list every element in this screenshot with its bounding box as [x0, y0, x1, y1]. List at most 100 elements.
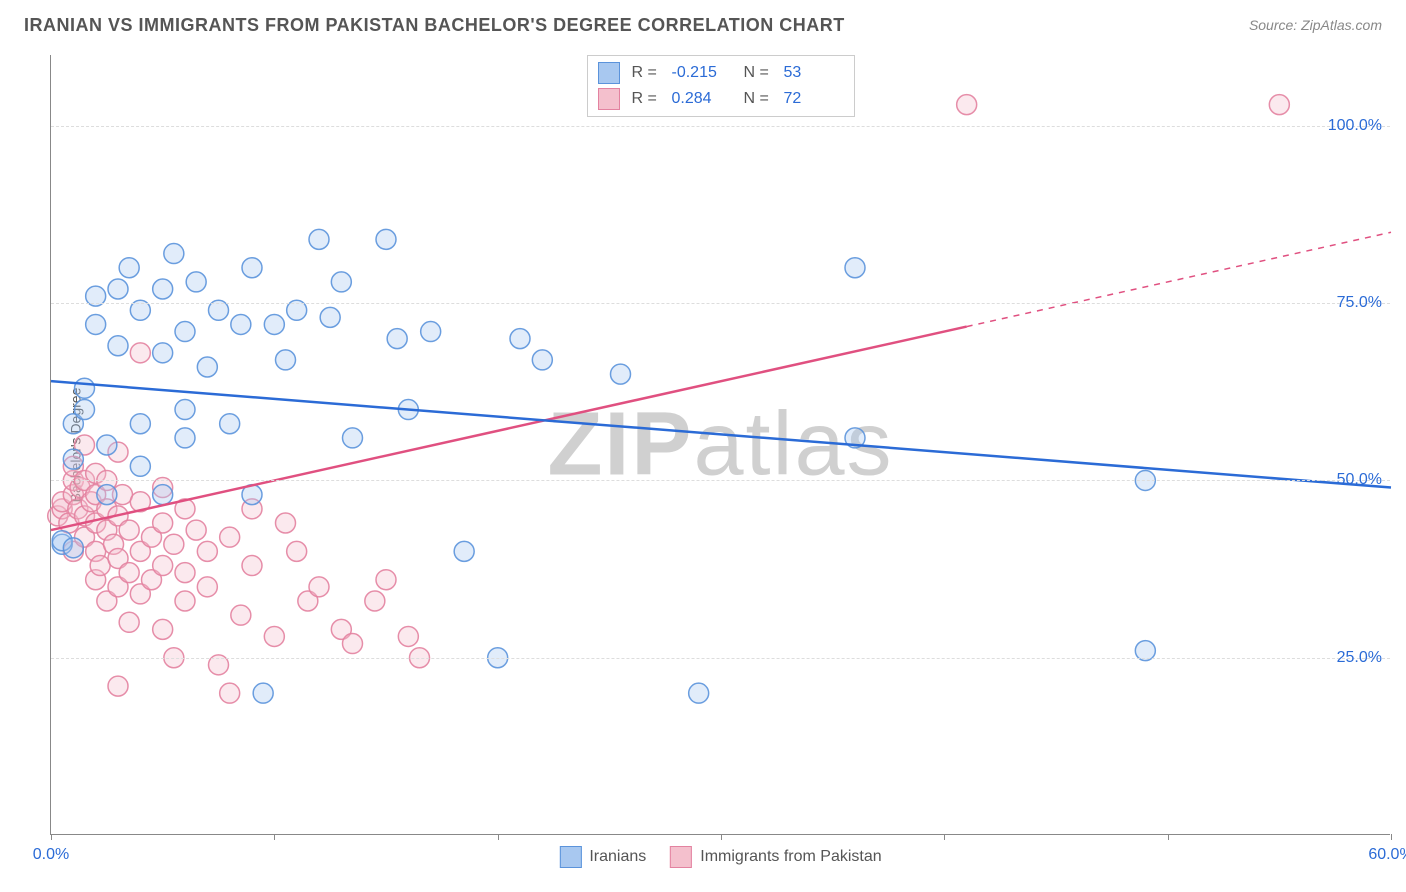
data-point	[108, 336, 128, 356]
data-point	[365, 591, 385, 611]
legend-label-pakistan: Immigrants from Pakistan	[700, 848, 881, 866]
data-point	[197, 577, 217, 597]
swatch-iranians	[559, 846, 581, 868]
legend-item-pakistan: Immigrants from Pakistan	[670, 846, 881, 868]
data-point	[75, 378, 95, 398]
plot-container: Bachelor's Degree ZIPatlas R = -0.215 N …	[50, 55, 1390, 835]
scatter-svg	[51, 55, 1391, 835]
n-label: N =	[744, 90, 772, 108]
data-point	[253, 683, 273, 703]
n-label: N =	[744, 64, 772, 82]
r-label: R =	[632, 90, 660, 108]
data-point	[175, 591, 195, 611]
n-value-pakistan: 72	[784, 90, 844, 108]
data-point	[845, 258, 865, 278]
data-point	[197, 541, 217, 561]
data-point	[130, 456, 150, 476]
gridline	[51, 303, 1390, 304]
data-point	[175, 400, 195, 420]
n-value-iranians: 53	[784, 64, 844, 82]
data-point	[320, 307, 340, 327]
data-point	[309, 229, 329, 249]
x-tick	[721, 834, 722, 840]
data-point	[164, 534, 184, 554]
data-point	[86, 314, 106, 334]
legend-row-iranians: R = -0.215 N = 53	[598, 60, 844, 86]
legend-item-iranians: Iranians	[559, 846, 646, 868]
data-point	[108, 279, 128, 299]
data-point	[376, 229, 396, 249]
data-point	[220, 414, 240, 434]
data-point	[186, 272, 206, 292]
data-point	[108, 676, 128, 696]
swatch-iranians	[598, 62, 620, 84]
x-tick-label: 60.0%	[1368, 846, 1406, 864]
swatch-pakistan	[670, 846, 692, 868]
chart-title: IRANIAN VS IMMIGRANTS FROM PAKISTAN BACH…	[24, 15, 845, 36]
x-tick	[1168, 834, 1169, 840]
legend-label-iranians: Iranians	[589, 848, 646, 866]
y-tick-label: 100.0%	[1328, 117, 1382, 135]
data-point	[175, 322, 195, 342]
data-point	[231, 605, 251, 625]
data-point	[343, 634, 363, 654]
data-point	[376, 570, 396, 590]
data-point	[309, 577, 329, 597]
x-tick	[944, 834, 945, 840]
data-point	[532, 350, 552, 370]
data-point	[153, 343, 173, 363]
data-point	[276, 513, 296, 533]
data-point	[331, 272, 351, 292]
data-point	[454, 541, 474, 561]
data-point	[1269, 95, 1289, 115]
data-point	[231, 314, 251, 334]
data-point	[63, 449, 83, 469]
data-point	[957, 95, 977, 115]
x-tick	[51, 834, 52, 840]
data-point	[510, 329, 530, 349]
r-value-pakistan: 0.284	[672, 90, 732, 108]
y-tick-label: 25.0%	[1337, 649, 1382, 667]
data-point	[97, 485, 117, 505]
data-point	[197, 357, 217, 377]
data-point	[153, 485, 173, 505]
plot-area: ZIPatlas R = -0.215 N = 53 R = 0.284 N =…	[50, 55, 1390, 835]
x-tick	[274, 834, 275, 840]
data-point	[220, 683, 240, 703]
data-point	[97, 435, 117, 455]
data-point	[119, 520, 139, 540]
regression-line	[51, 381, 1391, 487]
gridline	[51, 126, 1390, 127]
data-point	[153, 556, 173, 576]
y-tick-label: 75.0%	[1337, 294, 1382, 312]
data-point	[186, 520, 206, 540]
legend-row-pakistan: R = 0.284 N = 72	[598, 86, 844, 112]
gridline	[51, 658, 1390, 659]
data-point	[119, 612, 139, 632]
data-point	[119, 563, 139, 583]
y-tick-label: 50.0%	[1337, 471, 1382, 489]
data-point	[130, 414, 150, 434]
data-point	[220, 527, 240, 547]
correlation-legend: R = -0.215 N = 53 R = 0.284 N = 72	[587, 55, 855, 117]
data-point	[90, 556, 110, 576]
data-point	[242, 556, 262, 576]
data-point	[264, 626, 284, 646]
data-point	[164, 244, 184, 264]
data-point	[276, 350, 296, 370]
source-attribution: Source: ZipAtlas.com	[1249, 17, 1382, 33]
swatch-pakistan	[598, 88, 620, 110]
data-point	[130, 343, 150, 363]
r-label: R =	[632, 64, 660, 82]
data-point	[287, 541, 307, 561]
regression-line-extrapolated	[967, 232, 1391, 326]
data-point	[175, 563, 195, 583]
data-point	[153, 619, 173, 639]
data-point	[611, 364, 631, 384]
data-point	[242, 258, 262, 278]
x-tick	[498, 834, 499, 840]
data-point	[398, 626, 418, 646]
data-point	[153, 513, 173, 533]
data-point	[421, 322, 441, 342]
data-point	[689, 683, 709, 703]
